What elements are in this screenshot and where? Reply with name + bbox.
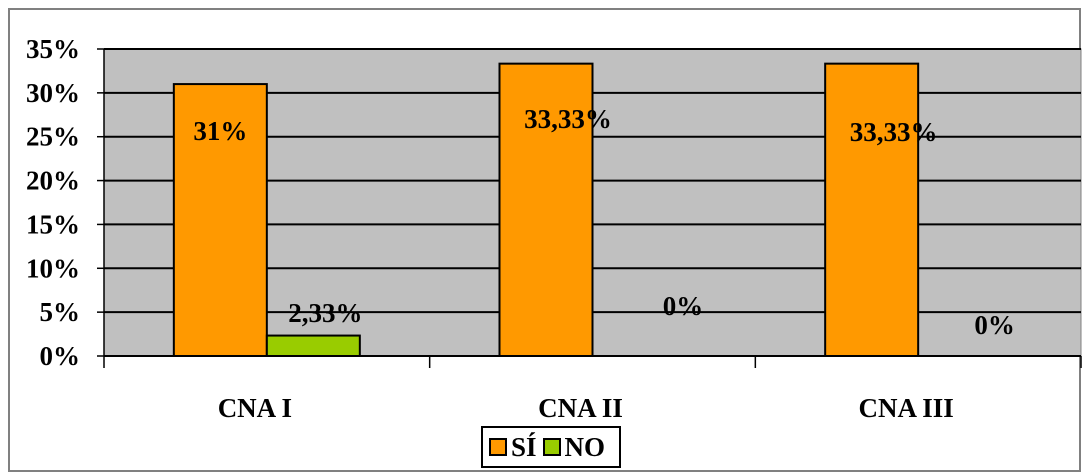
legend-label-si: SÍ: [511, 431, 537, 462]
y-tick-label: 35%: [26, 34, 80, 64]
bar-si: [498, 62, 594, 357]
legend-swatch-si: [489, 438, 507, 456]
bar-no: [265, 334, 361, 357]
legend-swatch-no: [542, 438, 561, 456]
data-label: 0%: [974, 310, 1015, 340]
legend-item-no: NO: [542, 431, 606, 463]
bar-si: [172, 83, 268, 357]
data-label: 0%: [663, 291, 704, 321]
x-category-label: CNA II: [538, 393, 623, 423]
legend-label-no: NO: [564, 431, 606, 462]
y-tick-label: 25%: [26, 122, 80, 152]
y-tick-label: 30%: [26, 78, 80, 108]
y-tick-label: 15%: [26, 209, 80, 239]
y-tick-label: 5%: [40, 297, 81, 327]
bar-si: [824, 62, 920, 357]
legend: SÍ NO: [481, 426, 622, 468]
y-tick-label: 10%: [26, 253, 80, 283]
y-tick-label: 20%: [26, 166, 80, 196]
y-tick-label: 0%: [40, 341, 81, 371]
legend-item-si: SÍ: [489, 432, 537, 463]
data-label: 33,33%: [524, 104, 612, 134]
x-category-label: CNA I: [218, 393, 292, 423]
x-category-label: CNA III: [859, 393, 954, 423]
data-label: 31%: [193, 116, 247, 146]
data-label: 2,33%: [288, 298, 362, 328]
data-label: 33,33%: [850, 117, 938, 147]
